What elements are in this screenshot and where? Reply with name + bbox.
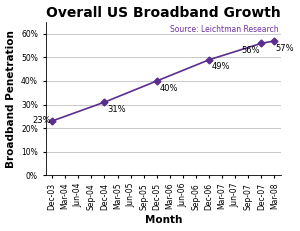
Text: Source: Leichtman Research: Source: Leichtman Research xyxy=(170,25,279,34)
Text: 40%: 40% xyxy=(159,84,178,93)
Text: 31%: 31% xyxy=(107,105,126,114)
Text: 56%: 56% xyxy=(242,46,260,55)
Text: 49%: 49% xyxy=(212,62,230,71)
Y-axis label: Broadband Penetration: Broadband Penetration xyxy=(6,30,16,167)
Title: Overall US Broadband Growth: Overall US Broadband Growth xyxy=(46,6,281,20)
X-axis label: Month: Month xyxy=(145,216,182,225)
Text: 23%: 23% xyxy=(32,116,51,125)
Text: 57%: 57% xyxy=(276,43,294,52)
